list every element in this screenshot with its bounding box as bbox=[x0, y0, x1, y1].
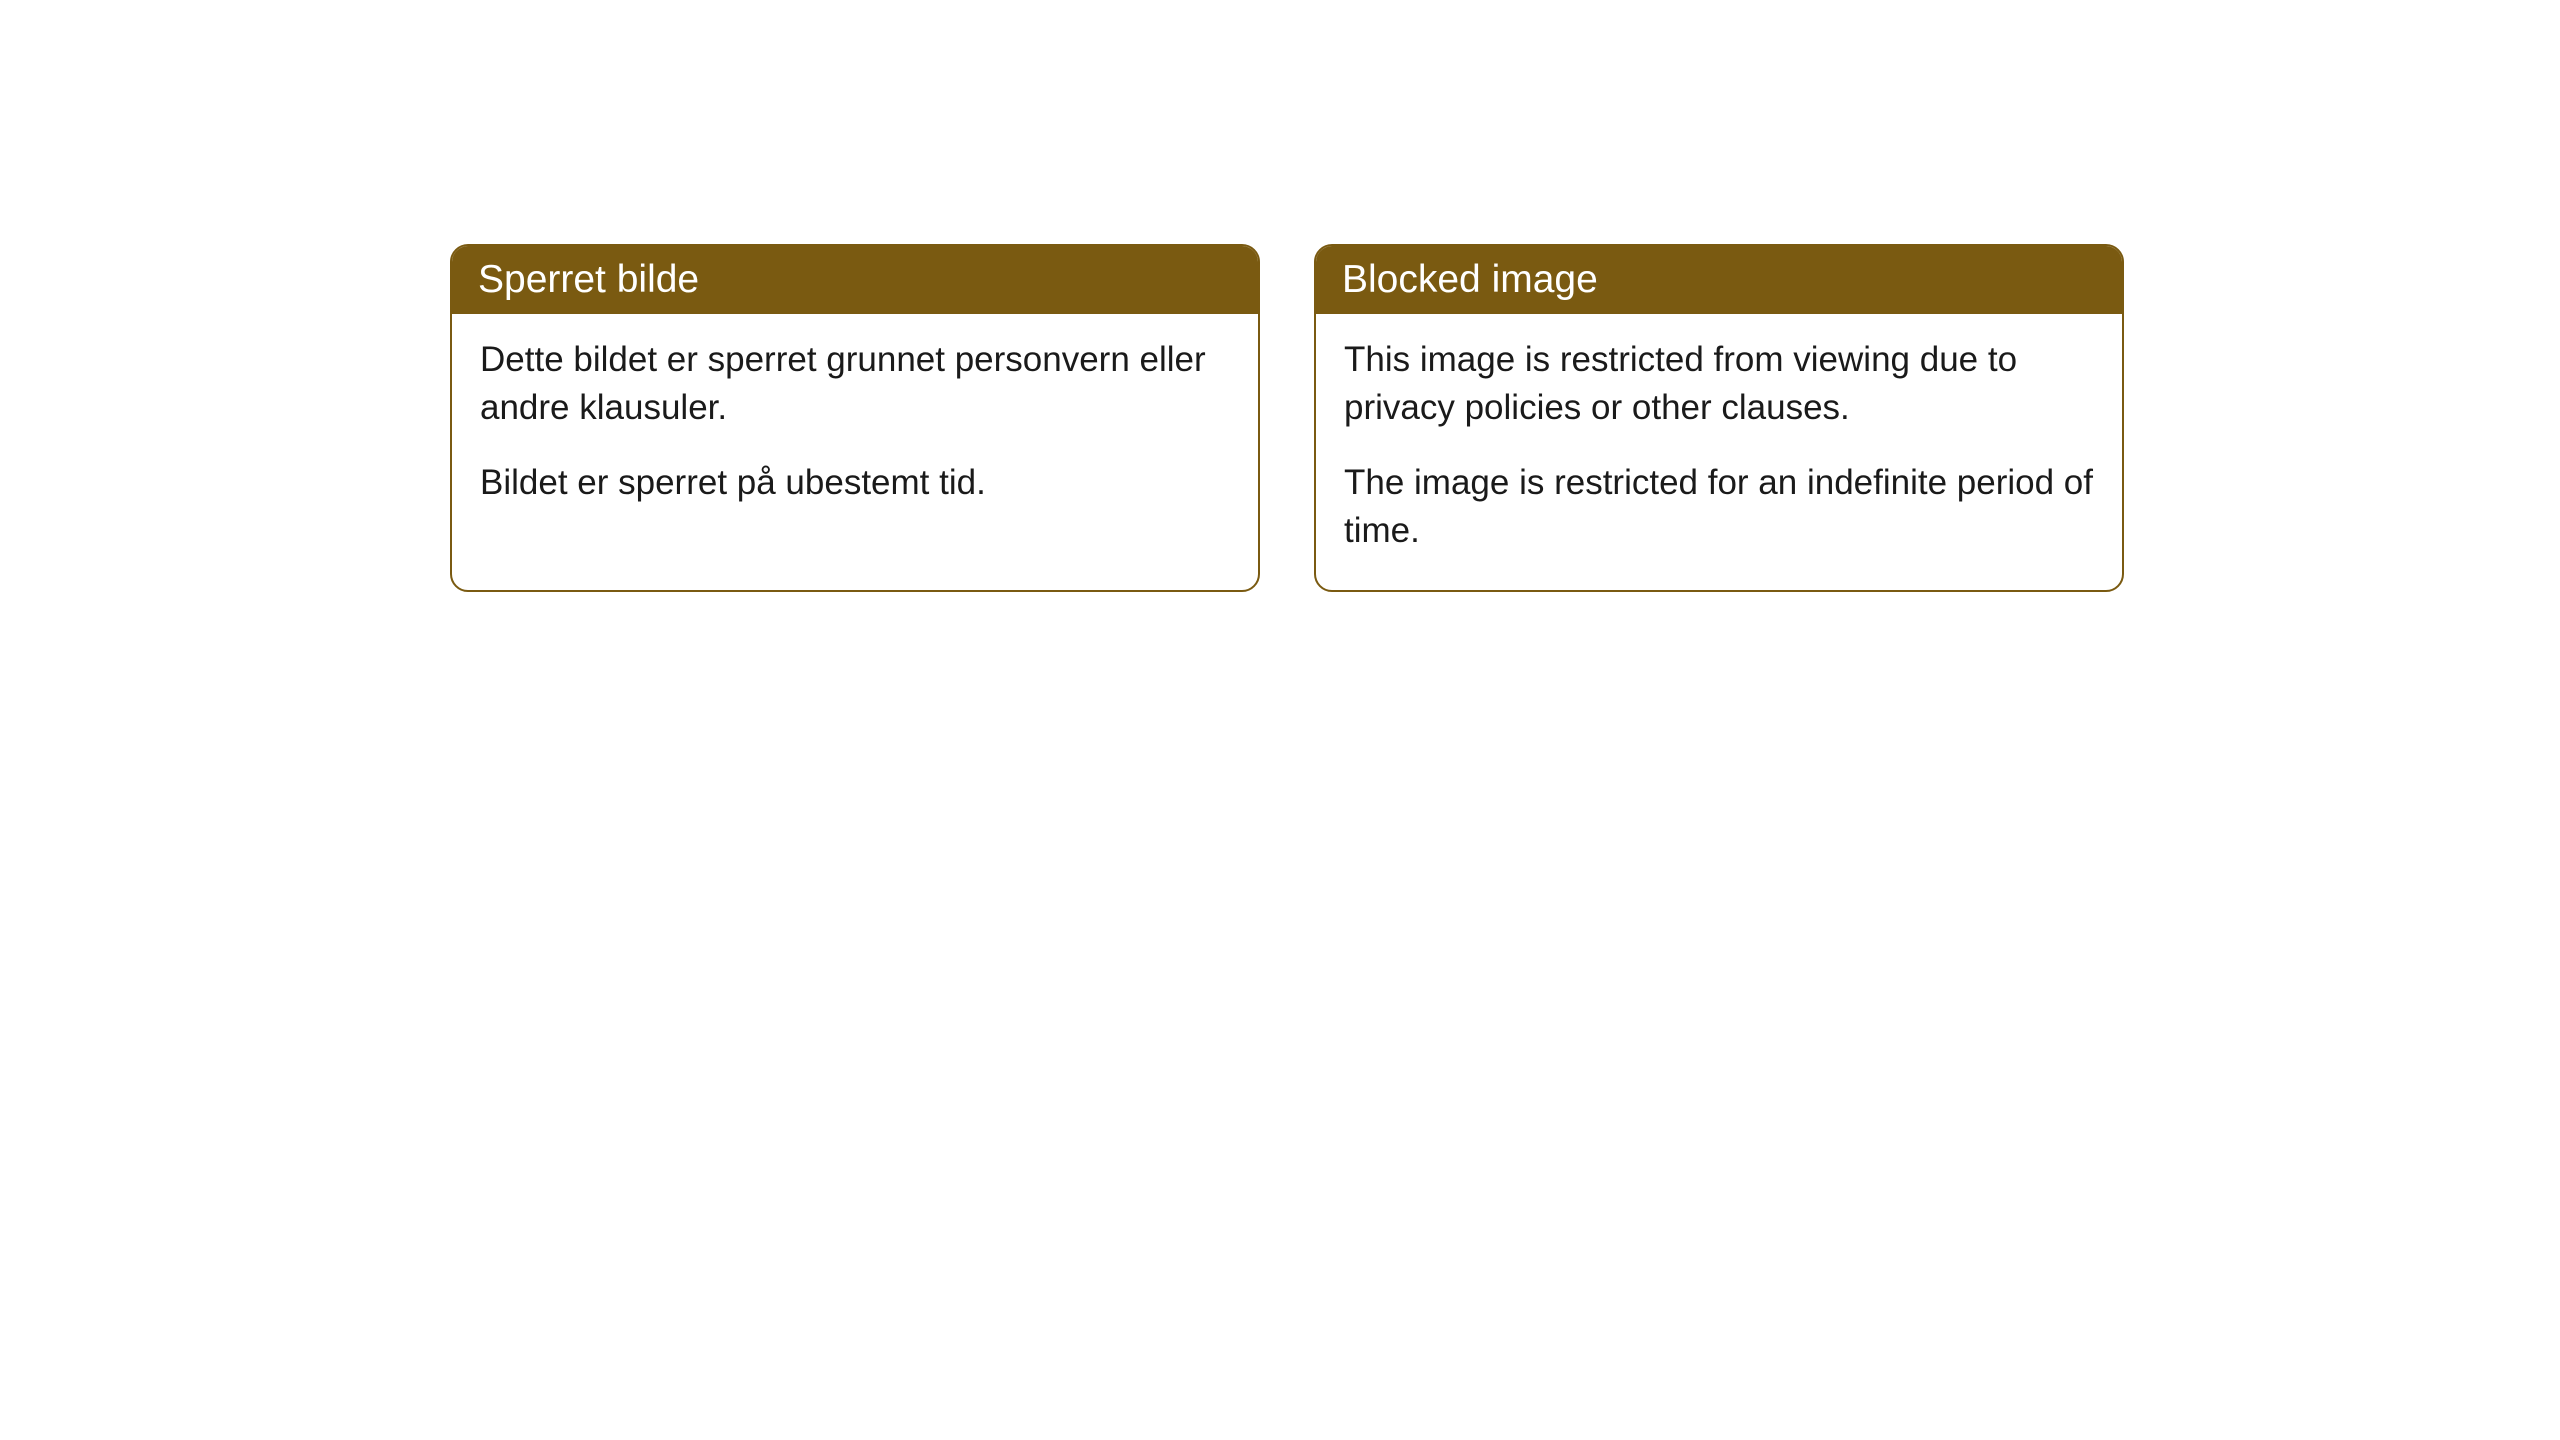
notice-cards-container: Sperret bilde Dette bildet er sperret gr… bbox=[0, 0, 2560, 592]
blocked-image-card-norwegian: Sperret bilde Dette bildet er sperret gr… bbox=[450, 244, 1260, 592]
card-title-english: Blocked image bbox=[1342, 258, 1598, 301]
card-text-english-1: This image is restricted from viewing du… bbox=[1344, 336, 2094, 431]
card-header-english: Blocked image bbox=[1316, 246, 2122, 314]
card-body-norwegian: Dette bildet er sperret grunnet personve… bbox=[452, 314, 1258, 543]
card-title-norwegian: Sperret bilde bbox=[478, 258, 699, 301]
card-text-norwegian-2: Bildet er sperret på ubestemt tid. bbox=[480, 459, 1230, 507]
blocked-image-card-english: Blocked image This image is restricted f… bbox=[1314, 244, 2124, 592]
card-text-norwegian-1: Dette bildet er sperret grunnet personve… bbox=[480, 336, 1230, 431]
card-text-english-2: The image is restricted for an indefinit… bbox=[1344, 459, 2094, 554]
card-header-norwegian: Sperret bilde bbox=[452, 246, 1258, 314]
card-body-english: This image is restricted from viewing du… bbox=[1316, 314, 2122, 590]
